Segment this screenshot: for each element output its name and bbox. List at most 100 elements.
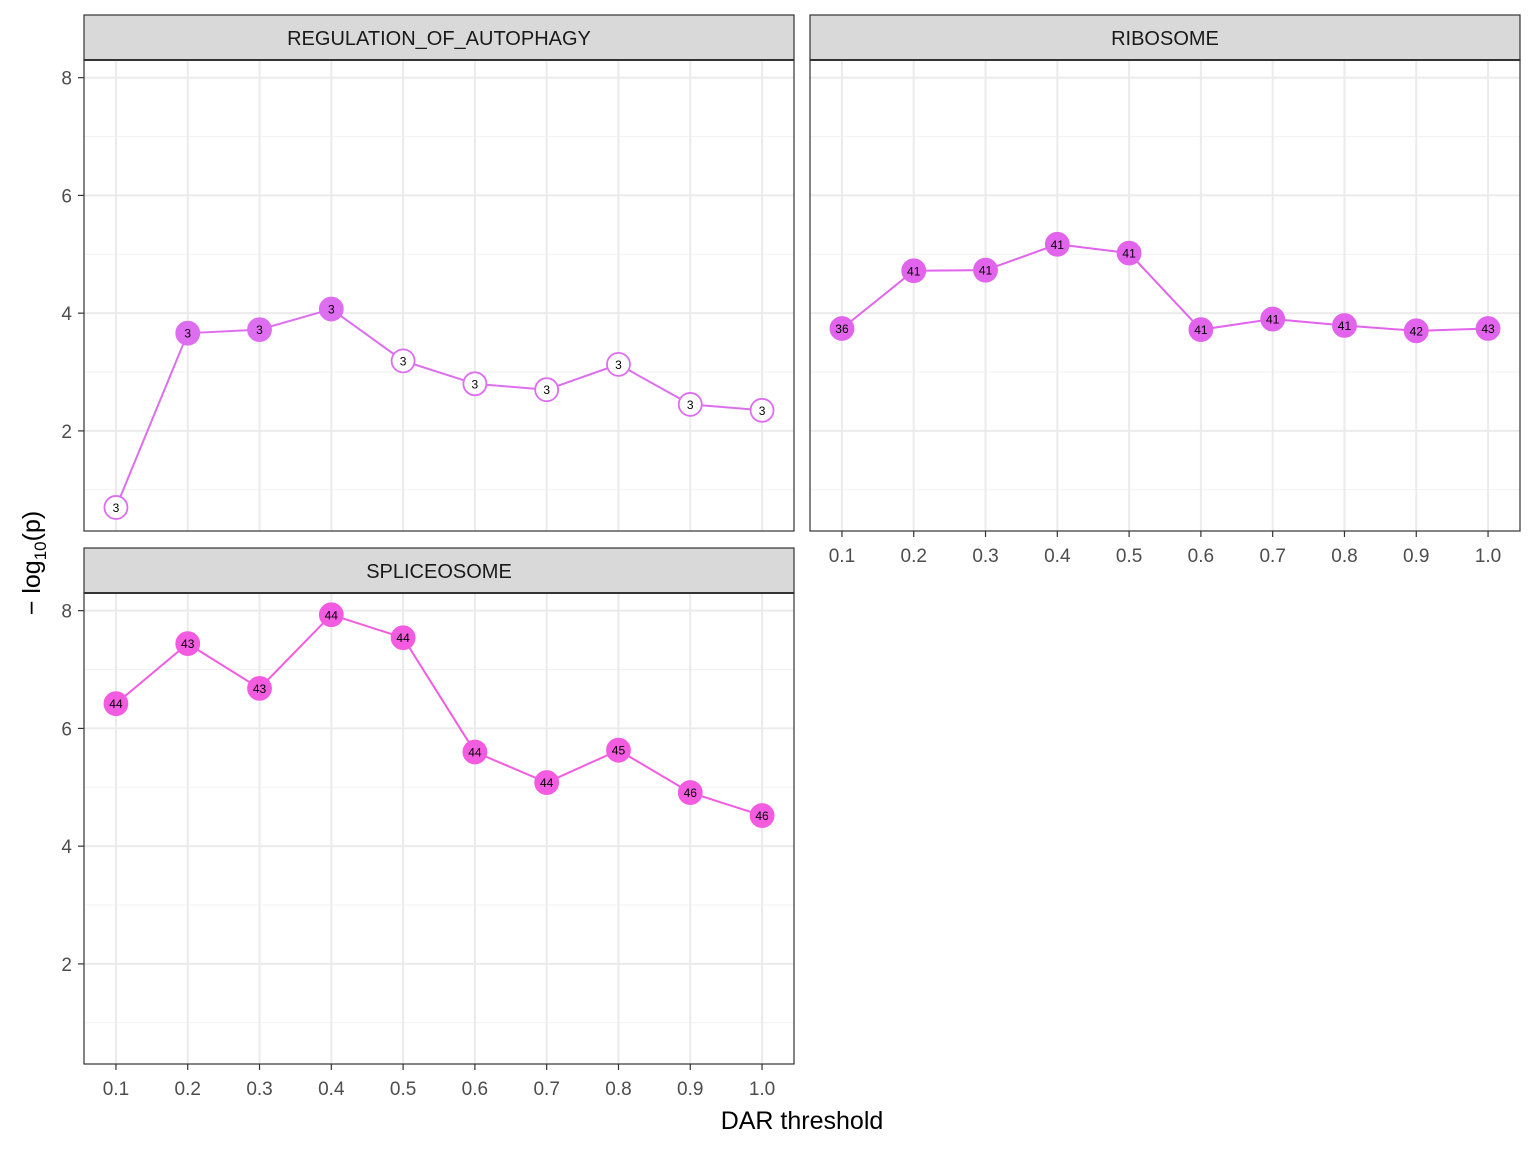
series-line bbox=[115, 307, 763, 508]
x-tick-label: 0.1 bbox=[103, 1079, 129, 1100]
x-tick-label: 0.8 bbox=[1331, 546, 1357, 567]
x-tick-label: 0.4 bbox=[1044, 546, 1071, 567]
x-tick-label: 0.8 bbox=[605, 1079, 631, 1100]
data-point-significant bbox=[247, 317, 272, 343]
data-point-count-label: 3 bbox=[615, 358, 622, 372]
data-point-count-label: 44 bbox=[325, 608, 339, 622]
x-tick-label: 0.5 bbox=[1116, 546, 1142, 567]
data-point-significant bbox=[677, 780, 703, 805]
data-point-significant bbox=[175, 320, 201, 346]
data-point-count-label: 3 bbox=[472, 377, 479, 391]
data-point-count-label: 41 bbox=[1122, 247, 1136, 261]
data-point-count-label: 3 bbox=[256, 323, 263, 337]
data-point-significant bbox=[1116, 240, 1142, 266]
data-point-count-label: 45 bbox=[612, 744, 626, 758]
data-point-count-label: 44 bbox=[540, 776, 554, 790]
data-point-significant bbox=[1403, 318, 1429, 344]
data-point-significant bbox=[534, 770, 560, 795]
data-point bbox=[534, 377, 560, 403]
facet-panel-regulation-of-autophagy: REGULATION_OF_AUTOPHAGY 2 4 6 8 3 3 3 3 3 3 3 3 3 3 bbox=[61, 14, 795, 532]
facet-strip bbox=[809, 14, 1521, 61]
data-point-count-label: 41 bbox=[907, 264, 921, 278]
data-point-significant bbox=[901, 258, 927, 284]
data-point-significant bbox=[318, 296, 344, 322]
x-tick-label: 0.4 bbox=[318, 1079, 345, 1100]
data-point-count-label: 41 bbox=[1194, 323, 1208, 337]
series-line bbox=[841, 243, 1489, 332]
data-point-significant bbox=[973, 257, 998, 283]
data-point bbox=[390, 348, 416, 374]
x-tick-label: 0.7 bbox=[1259, 546, 1285, 567]
data-point-count-label: 41 bbox=[979, 264, 993, 278]
data-point-significant bbox=[829, 316, 855, 341]
data-point-count-label: 43 bbox=[253, 682, 267, 696]
y-tick-label: 8 bbox=[61, 602, 72, 623]
data-point-significant bbox=[247, 675, 272, 701]
data-point-significant bbox=[103, 691, 129, 717]
data-point-count-label: 42 bbox=[1410, 324, 1424, 338]
y-tick-label: 6 bbox=[61, 186, 72, 207]
data-point-count-label: 43 bbox=[1481, 322, 1495, 336]
x-tick-label: 0.3 bbox=[972, 546, 998, 567]
facet-title: SPLICEOSOME bbox=[366, 561, 512, 583]
data-point-count-label: 3 bbox=[543, 383, 550, 397]
data-point-count-label: 3 bbox=[759, 404, 766, 418]
data-point-significant bbox=[1332, 313, 1357, 338]
data-point-significant bbox=[1044, 231, 1070, 257]
data-point-count-label: 46 bbox=[755, 809, 769, 823]
panel-background bbox=[810, 60, 1520, 531]
data-point bbox=[749, 397, 775, 423]
x-tick-label: 1.0 bbox=[749, 1079, 775, 1100]
x-tick-label: 0.9 bbox=[677, 1079, 703, 1100]
facet-strip bbox=[83, 14, 795, 61]
x-tick-label: 0.2 bbox=[901, 546, 927, 567]
data-point-count-label: 41 bbox=[1266, 313, 1280, 327]
data-point-count-label: 3 bbox=[113, 501, 120, 515]
data-point-significant bbox=[749, 803, 775, 828]
y-tick-label: 6 bbox=[61, 719, 72, 740]
facet-title: RIBOSOME bbox=[1111, 28, 1219, 50]
data-point-significant bbox=[175, 631, 201, 657]
facet-strip bbox=[83, 547, 795, 594]
data-point-significant bbox=[1188, 317, 1214, 343]
data-point-significant bbox=[462, 739, 488, 765]
data-point-significant bbox=[606, 737, 631, 763]
data-point-significant bbox=[1475, 316, 1501, 341]
y-axis-title: − log10(p) bbox=[18, 511, 50, 615]
y-tick-label: 4 bbox=[61, 304, 72, 325]
x-axis-title: DAR threshold bbox=[721, 1107, 884, 1135]
data-point bbox=[462, 371, 488, 397]
y-tick-label: 4 bbox=[61, 837, 72, 858]
x-tick-label: 1.0 bbox=[1475, 546, 1501, 567]
data-point-count-label: 3 bbox=[328, 303, 335, 317]
data-point-significant bbox=[1260, 306, 1286, 332]
x-tick-label: 0.7 bbox=[533, 1079, 559, 1100]
x-tick-label: 0.6 bbox=[462, 1079, 488, 1100]
data-point-count-label: 3 bbox=[400, 354, 407, 368]
data-point bbox=[677, 392, 703, 417]
data-point-count-label: 44 bbox=[109, 697, 123, 711]
y-tick-label: 8 bbox=[61, 69, 72, 90]
data-point-count-label: 43 bbox=[181, 637, 195, 651]
data-point bbox=[606, 351, 631, 377]
x-tick-label: 0.2 bbox=[175, 1079, 201, 1100]
facet-panel-ribosome: RIBOSOME 0.1 0.2 0.3 0.4 0.5 0.6 0.7 0.8 0.9 1.0 36… bbox=[809, 14, 1521, 567]
data-point-significant bbox=[318, 602, 344, 628]
facet-title: REGULATION_OF_AUTOPHAGY bbox=[287, 28, 591, 50]
y-tick-label: 2 bbox=[61, 955, 72, 976]
data-point-count-label: 3 bbox=[184, 327, 191, 341]
data-point-significant bbox=[390, 625, 416, 651]
data-point-count-label: 44 bbox=[468, 745, 482, 759]
data-point-count-label: 36 bbox=[835, 322, 849, 336]
series-line bbox=[115, 613, 763, 817]
data-point-count-label: 3 bbox=[687, 398, 694, 412]
x-tick-label: 0.6 bbox=[1188, 546, 1214, 567]
x-tick-label: 0.1 bbox=[829, 546, 855, 567]
data-point-count-label: 41 bbox=[1051, 238, 1065, 252]
x-tick-label: 0.3 bbox=[246, 1079, 272, 1100]
data-point-count-label: 41 bbox=[1338, 319, 1352, 333]
data-point-count-label: 46 bbox=[684, 786, 698, 800]
data-point bbox=[103, 495, 129, 520]
